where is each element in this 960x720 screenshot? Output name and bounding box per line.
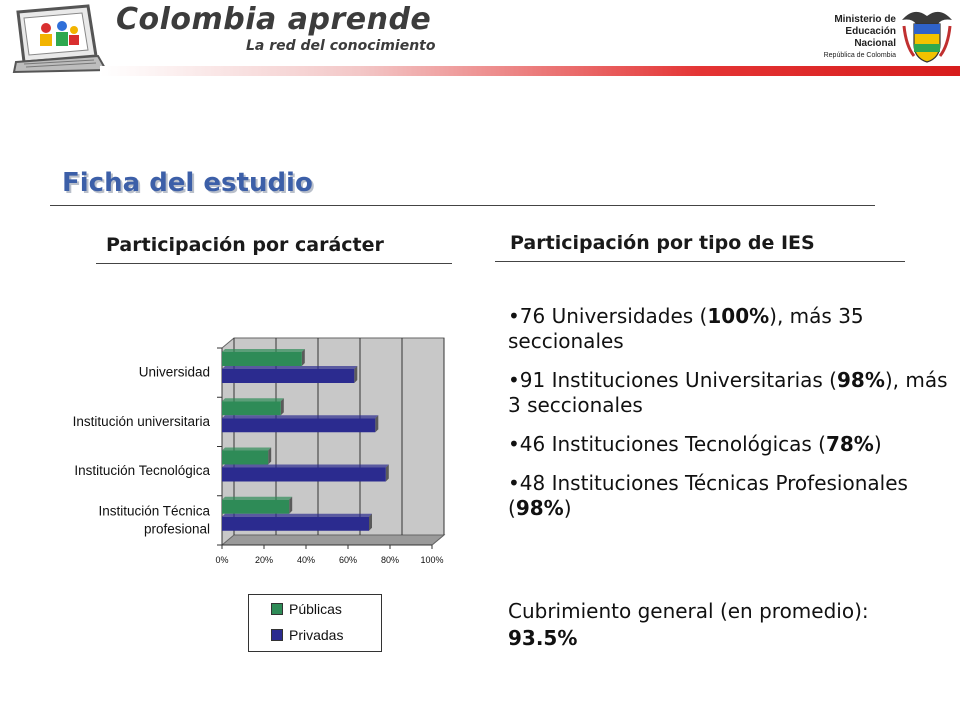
bar-top-face <box>222 447 272 451</box>
brand-subtitle: La red del conocimiento <box>246 38 436 54</box>
list-item: •76 Universidades (100%), más 35 seccion… <box>508 304 864 353</box>
bar-privadas <box>222 369 355 383</box>
colombia-aprende-logo-icon <box>12 4 108 74</box>
bar-top-face <box>222 349 305 352</box>
bar-privadas <box>222 418 376 433</box>
ministry-country: República de Colombia <box>823 52 896 59</box>
right-section-heading: Participación por tipo de IES <box>510 232 815 254</box>
bar-side-face <box>369 513 372 531</box>
x-tick-label: 40% <box>297 555 315 565</box>
x-tick-label: 0% <box>215 555 228 565</box>
title-divider <box>50 205 875 206</box>
brand-title: Colombia aprende <box>116 2 432 37</box>
bar-top-face <box>222 513 372 517</box>
list-item: •46 Instituciones Tecnológicas (78%) <box>508 432 882 456</box>
bar-side-face <box>375 415 379 433</box>
y-category-label: Universidad <box>139 365 210 380</box>
y-category-label: Institución universitaria <box>73 414 211 429</box>
ministry-line: Ministerio de <box>834 14 896 25</box>
coverage-value: 93.5% <box>508 626 578 650</box>
ministry-line: Nacional <box>854 38 896 49</box>
legend-label: Públicas <box>289 601 342 617</box>
ies-bullet-list: •76 Universidades (100%), más 35 seccion… <box>508 304 948 535</box>
bar-top-face <box>222 464 389 468</box>
y-category-label: Institución Tecnológica <box>74 463 210 478</box>
chart-legend: Públicas Privadas <box>248 594 382 652</box>
x-tick-label: 80% <box>381 555 399 565</box>
bar-top-face <box>222 398 284 402</box>
ministry-line: Educación <box>845 26 896 37</box>
bar-top-face <box>222 415 379 419</box>
bar-privadas <box>222 516 369 531</box>
legend-swatch <box>271 603 283 615</box>
plot-floor <box>220 534 446 546</box>
right-heading-divider <box>495 261 905 262</box>
x-tick-label: 20% <box>255 555 273 565</box>
legend-entry-publicas: Públicas <box>271 601 342 617</box>
legend-swatch <box>271 629 283 641</box>
bar-side-face <box>301 349 305 366</box>
bar-side-face <box>280 398 284 416</box>
bar-publicas <box>222 401 281 416</box>
bar-publicas <box>222 499 290 514</box>
left-heading-divider <box>96 263 452 264</box>
left-section-heading: Participación por carácter <box>106 234 384 256</box>
x-tick-label: 100% <box>420 555 443 565</box>
bar-side-face <box>268 447 272 465</box>
slide-title: Ficha del estudio <box>62 168 313 198</box>
bar-publicas <box>222 450 269 465</box>
list-item: •91 Instituciones Universitarias (98%), … <box>508 368 948 417</box>
x-tick-label: 60% <box>339 555 357 565</box>
legend-label: Privadas <box>289 627 344 643</box>
coverage-summary: Cubrimiento general (en promedio): 93.5% <box>508 598 948 652</box>
coat-of-arms-icon <box>902 11 952 63</box>
list-item: •48 Instituciones Técnicas Profesionales… <box>508 471 908 520</box>
bar-side-face <box>289 496 293 514</box>
bar-publicas <box>222 352 302 366</box>
header: Colombia aprende La red del conocimiento… <box>0 0 960 80</box>
bar-top-face <box>222 496 293 500</box>
bar-side-face <box>385 464 389 482</box>
y-category-label: Institución Técnica <box>98 503 210 518</box>
coverage-label: Cubrimiento general (en promedio): <box>508 599 869 623</box>
ministry-label: Ministerio de Educación Nacional Repúbli… <box>790 14 896 62</box>
bar-side-face <box>354 366 358 383</box>
bar-privadas <box>222 467 386 482</box>
participation-bar-chart: 0% 20% 40% 60% 80% 100% Universidad Institución… <box>73 337 446 565</box>
legend-entry-privadas: Privadas <box>271 627 343 643</box>
bar-top-face <box>222 366 358 369</box>
y-category-label: profesional <box>144 521 210 536</box>
header-stripe <box>100 66 960 76</box>
